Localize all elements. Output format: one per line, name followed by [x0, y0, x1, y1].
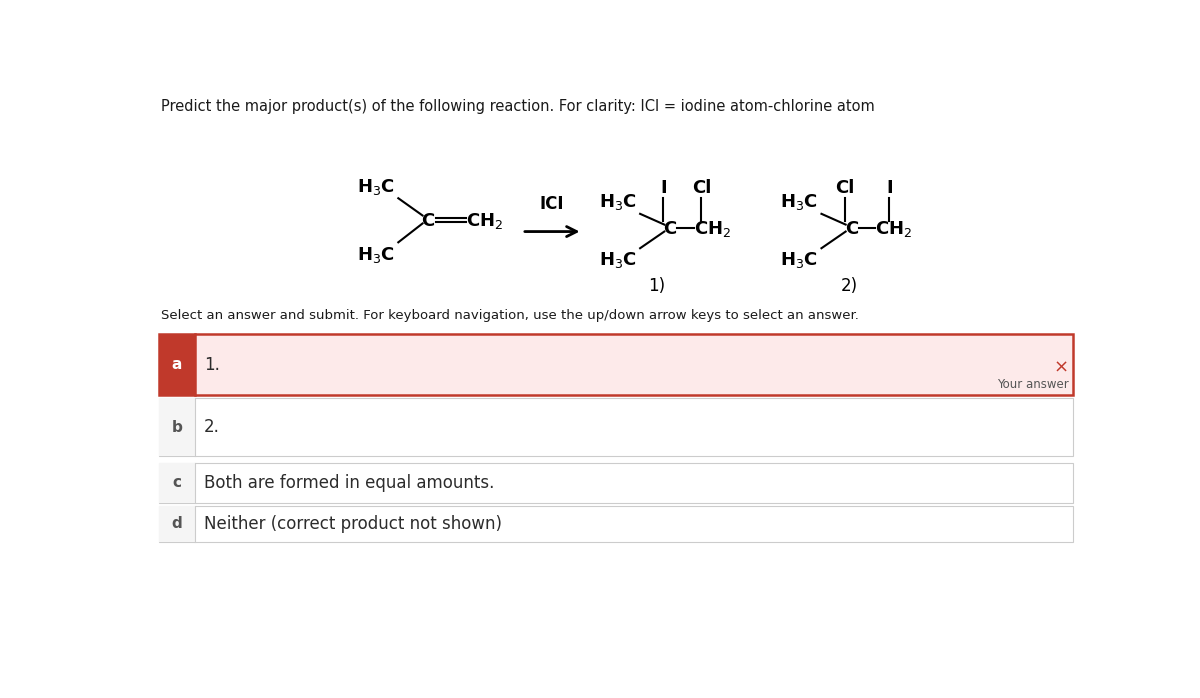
Text: b: b	[172, 419, 182, 435]
Text: c: c	[173, 475, 181, 490]
Text: Cl: Cl	[835, 179, 854, 197]
Text: CH$_2$: CH$_2$	[466, 211, 503, 231]
Text: 1.: 1.	[204, 355, 220, 373]
Bar	[160, 398, 194, 456]
Bar	[160, 463, 194, 503]
Text: Cl: Cl	[692, 179, 712, 197]
Bar	[160, 334, 194, 396]
Text: C: C	[421, 211, 434, 230]
Bar	[160, 334, 1073, 396]
Bar	[160, 463, 1073, 503]
Text: CH$_2$: CH$_2$	[694, 219, 731, 239]
Text: ×: ×	[1054, 359, 1069, 377]
Text: Select an answer and submit. For keyboard navigation, use the up/down arrow keys: Select an answer and submit. For keyboar…	[161, 309, 859, 322]
Text: H$_3$C: H$_3$C	[599, 192, 636, 211]
Text: CH$_2$: CH$_2$	[876, 219, 912, 239]
Text: Neither (correct product not shown): Neither (correct product not shown)	[204, 515, 502, 533]
Text: Your answer: Your answer	[997, 378, 1069, 391]
Bar	[160, 505, 1073, 542]
Bar	[160, 398, 1073, 456]
Text: 1): 1)	[648, 277, 666, 295]
Text: H$_3$C: H$_3$C	[356, 177, 395, 197]
Text: Predict the major product(s) of the following reaction. For clarity: ICI = iodin: Predict the major product(s) of the foll…	[161, 99, 875, 114]
Text: C: C	[664, 220, 677, 238]
Text: C: C	[845, 220, 858, 238]
Text: Both are formed in equal amounts.: Both are formed in equal amounts.	[204, 474, 494, 492]
Text: d: d	[172, 517, 182, 531]
Text: I: I	[886, 179, 893, 197]
Text: H$_3$C: H$_3$C	[780, 251, 817, 270]
Text: I: I	[660, 179, 667, 197]
Text: a: a	[172, 357, 182, 372]
Text: ICI: ICI	[540, 195, 564, 213]
Text: 2.: 2.	[204, 418, 220, 436]
Text: 2): 2)	[841, 277, 858, 295]
Text: H$_3$C: H$_3$C	[780, 192, 817, 211]
Text: H$_3$C: H$_3$C	[356, 245, 395, 265]
Bar	[160, 505, 194, 542]
Text: H$_3$C: H$_3$C	[599, 251, 636, 270]
